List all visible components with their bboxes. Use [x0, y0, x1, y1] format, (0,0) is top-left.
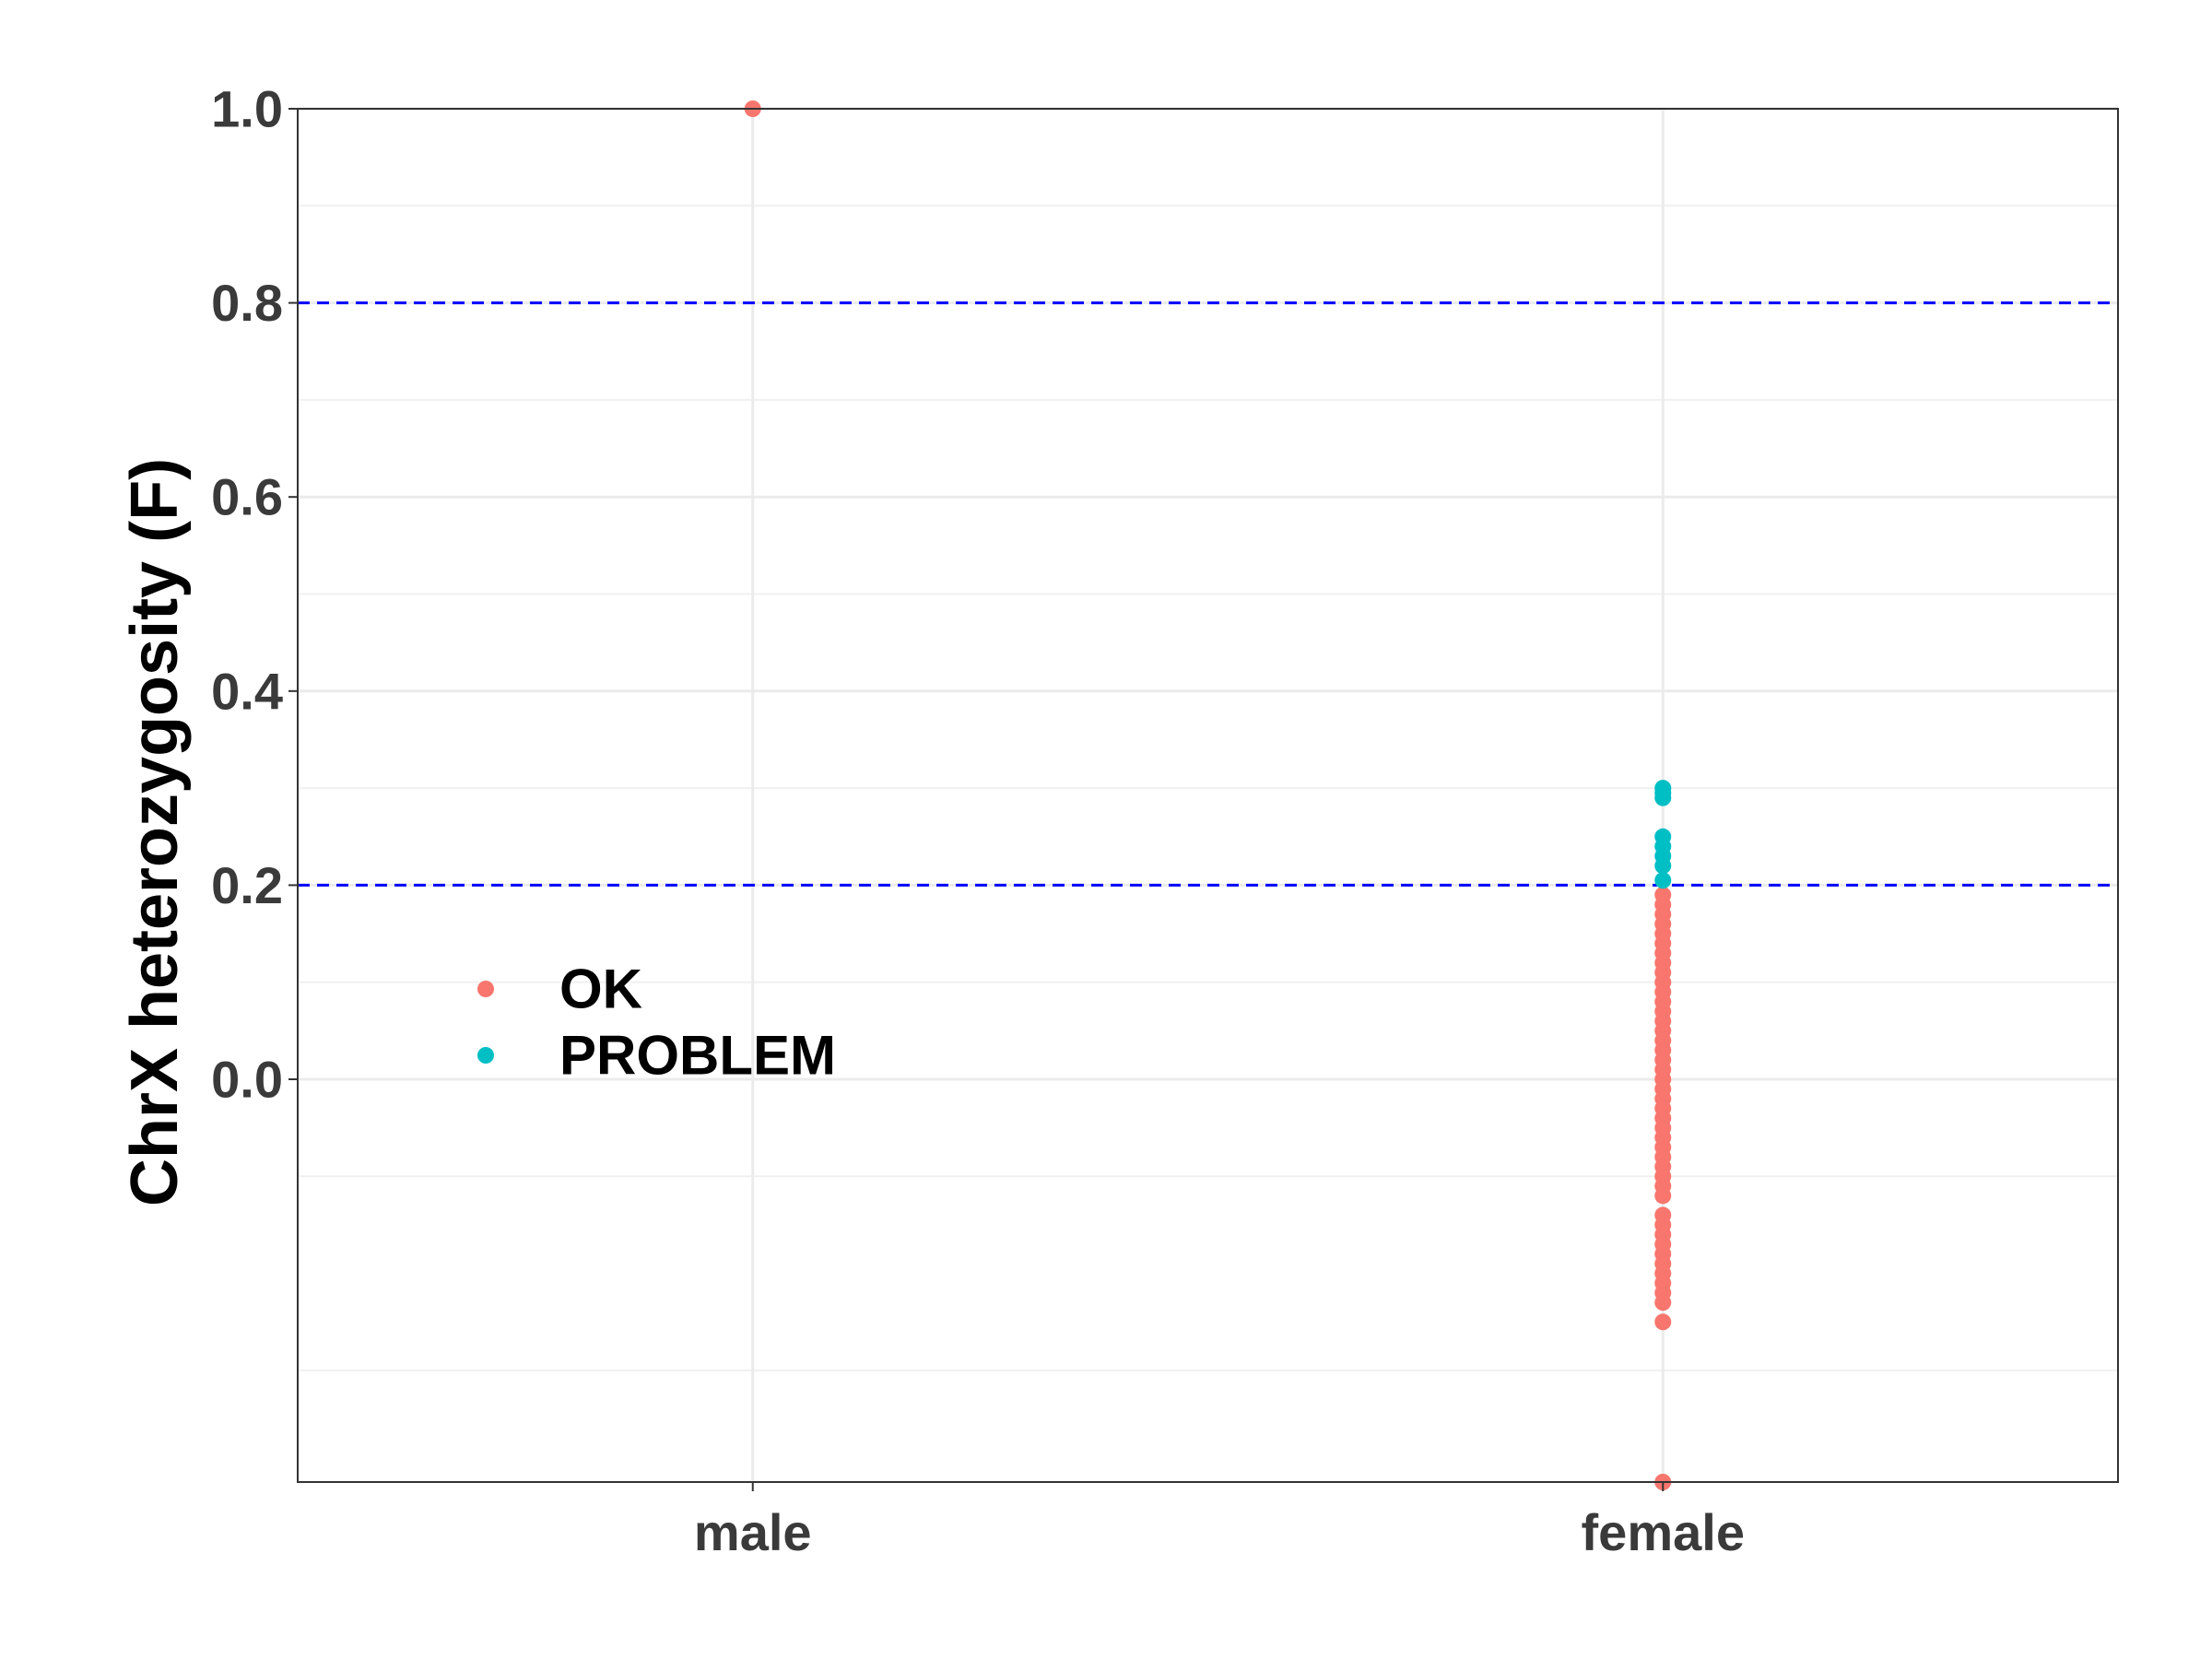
plot-panel-border: [297, 108, 2119, 1483]
data-point-problem: [1654, 872, 1672, 889]
x-tick-label: male: [694, 1503, 812, 1561]
y-axis: 0.0 0.2 0.4 0.6 0.8 1.0: [211, 80, 298, 1109]
y-tick-label: 0.6: [211, 468, 283, 526]
threshold-lines: [298, 301, 2118, 887]
data-point-problem: [1654, 789, 1672, 806]
legend-label-problem: PROBLEM: [559, 1025, 836, 1087]
legend-key-problem: [477, 1047, 494, 1064]
legend-key-ok: [477, 981, 494, 997]
y-tick-label: 0.8: [211, 274, 283, 332]
y-tick-label: 0.4: [211, 662, 283, 720]
data-point-ok: [1654, 1313, 1672, 1331]
y-tick-label: 0.0: [211, 1051, 283, 1109]
data-point-problem: [1654, 857, 1672, 875]
data-points: [744, 100, 1672, 1490]
legend-label-ok: OK: [559, 959, 642, 1020]
x-tick-label: female: [1582, 1503, 1745, 1561]
x-axis: male female: [694, 1482, 1745, 1561]
data-point-ok: [1654, 1294, 1672, 1312]
data-point-ok: [1654, 1187, 1672, 1205]
y-tick-label: 0.2: [211, 856, 283, 914]
y-axis-title: ChrX heterozygosity (F): [118, 458, 192, 1206]
y-tick-label: 1.0: [211, 80, 283, 138]
